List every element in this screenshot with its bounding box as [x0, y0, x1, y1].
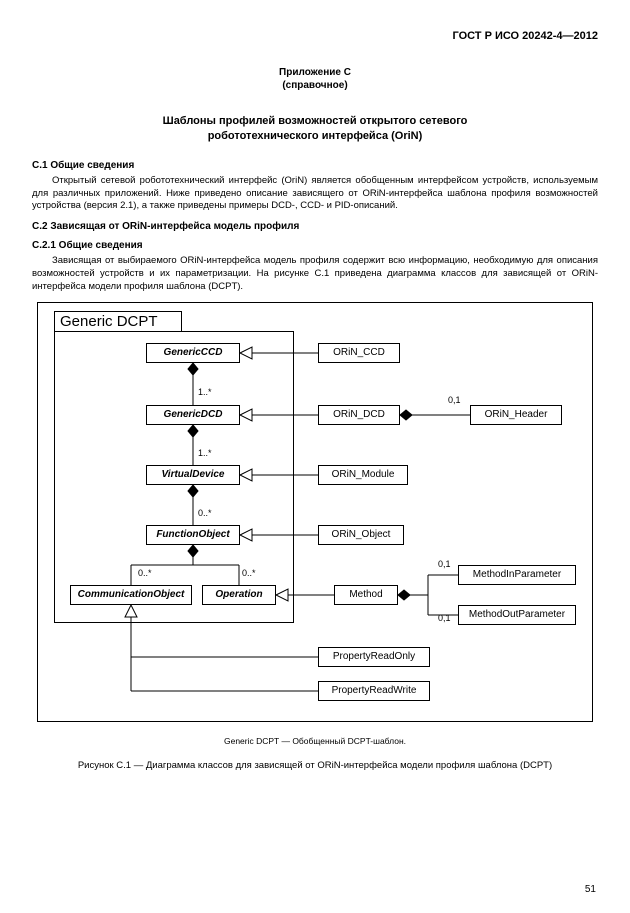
title-line2: робототехнического интерфейса (OriN)	[208, 130, 423, 142]
appendix-line2: (справочное)	[282, 80, 347, 91]
multiplicity-fo_comm: 0..*	[138, 568, 152, 578]
section-c1-paragraph: Открытый сетевой робототехнический интер…	[32, 175, 598, 213]
multiplicity-fo_op: 0..*	[242, 568, 256, 578]
class-orinDCD: ORiN_DCD	[318, 405, 400, 425]
class-propRO: PropertyReadOnly	[318, 647, 430, 667]
class-genericCCD: GenericCCD	[146, 343, 240, 363]
appendix-line1: Приложение С	[279, 67, 351, 78]
multiplicity-ccd_dcd: 1..*	[198, 387, 212, 397]
class-orinObject: ORiN_Object	[318, 525, 404, 545]
section-c1-head: С.1 Общие сведения	[32, 160, 598, 171]
class-virtualDev: VirtualDevice	[146, 465, 240, 485]
class-genericDCD: GenericDCD	[146, 405, 240, 425]
uml-diagram: Generic DCPT GenericCCD GenericDCD VirtualD…	[37, 302, 593, 722]
class-commObj: CommunicationObject	[70, 585, 192, 605]
class-orinCCD: ORiN_CCD	[318, 343, 400, 363]
section-c21-head: С.2.1 Общие сведения	[32, 240, 598, 251]
class-mOutParam: MethodOutParameter	[458, 605, 576, 625]
figure-caption: Рисунок С.1 — Диаграмма классов для зави…	[32, 760, 598, 771]
class-orinHeader: ORiN_Header	[470, 405, 562, 425]
diagram-legend: Generic DCPT — Обобщенный DCPT-шаблон.	[32, 736, 598, 746]
section-c2-head: С.2 Зависящая от ORiN-интерфейса модель …	[32, 221, 598, 232]
main-title: Шаблоны профилей возможностей открытого …	[32, 114, 598, 144]
class-propRW: PropertyReadWrite	[318, 681, 430, 701]
section-c21-paragraph: Зависящая от выбираемого ORiN-интерфейса…	[32, 255, 598, 293]
class-operation: Operation	[202, 585, 276, 605]
document-id: ГОСТ Р ИСО 20242-4—2012	[32, 30, 598, 42]
title-line1: Шаблоны профилей возможностей открытого …	[163, 115, 468, 127]
class-orinModule: ORiN_Module	[318, 465, 408, 485]
class-mInParam: MethodInParameter	[458, 565, 576, 585]
package-label: Generic DCPT	[60, 313, 158, 330]
multiplicity-dcd_hdr: 0,1	[448, 395, 461, 405]
appendix-heading: Приложение С (справочное)	[32, 66, 598, 92]
page-number: 51	[585, 884, 596, 895]
multiplicity-m_out: 0,1	[438, 613, 451, 623]
class-funcObj: FunctionObject	[146, 525, 240, 545]
page: ГОСТ Р ИСО 20242-4—2012 Приложение С (сп…	[0, 0, 630, 913]
multiplicity-dcd_vd: 1..*	[198, 448, 212, 458]
multiplicity-m_in: 0,1	[438, 559, 451, 569]
multiplicity-vd_fo: 0..*	[198, 508, 212, 518]
class-method: Method	[334, 585, 398, 605]
